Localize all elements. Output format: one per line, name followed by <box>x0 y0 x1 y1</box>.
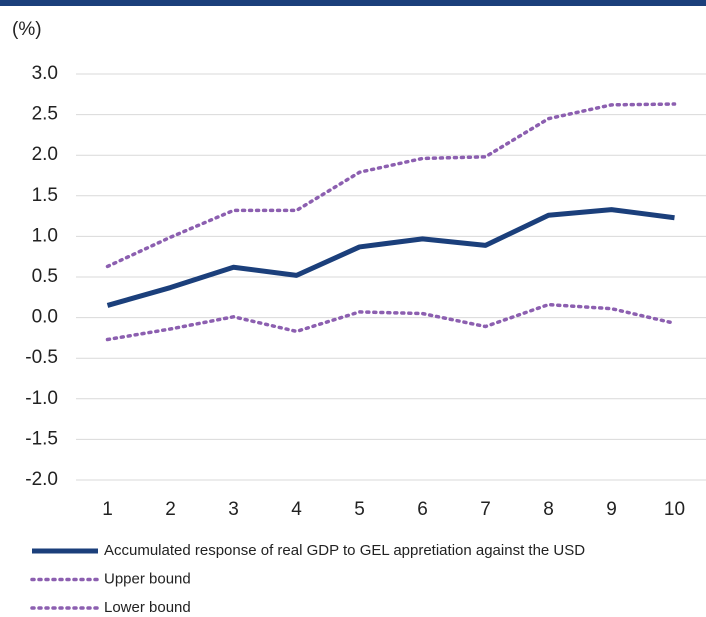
x-tick-label: 2 <box>165 499 176 520</box>
series-line <box>105 302 677 342</box>
y-tick-label: -2.0 <box>25 469 58 490</box>
x-tick-label: 7 <box>480 499 491 520</box>
y-tick-label: -1.5 <box>25 428 58 449</box>
top-bar <box>0 0 706 6</box>
y-tick-label: 1.5 <box>32 185 58 206</box>
x-tick-label: 6 <box>417 499 428 520</box>
y-tick-label: 0.5 <box>32 266 58 287</box>
y-tick-label: 2.5 <box>32 104 58 125</box>
legend-label: Upper bound <box>104 570 191 587</box>
x-tick-label: 10 <box>664 499 685 520</box>
y-tick-label: 2.0 <box>32 144 58 165</box>
x-tick-label: 5 <box>354 499 365 520</box>
y-tick-label: -0.5 <box>25 347 58 368</box>
legend-label: Lower bound <box>104 599 191 616</box>
y-axis-label: (%) <box>12 19 42 40</box>
x-tick-label: 9 <box>606 499 617 520</box>
series-line <box>106 207 675 308</box>
y-tick-label: -1.0 <box>25 388 58 409</box>
x-tick-label: 8 <box>543 499 554 520</box>
y-tick-label: 1.0 <box>32 225 58 246</box>
series-line <box>105 102 677 269</box>
x-tick-label: 4 <box>291 499 302 520</box>
x-tick-label: 3 <box>228 499 239 520</box>
x-tick-label: 1 <box>102 499 113 520</box>
y-tick-label: 3.0 <box>32 63 58 84</box>
y-tick-label: 0.0 <box>32 307 58 328</box>
legend-label: Accumulated response of real GDP to GEL … <box>104 542 585 559</box>
